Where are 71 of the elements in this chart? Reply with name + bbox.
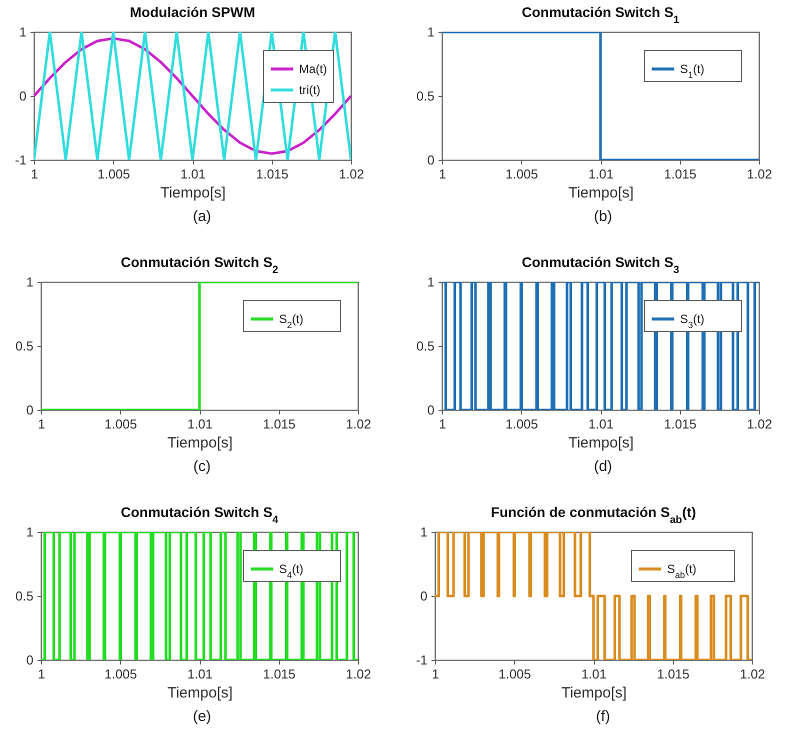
x-tick-label: 1.01 (180, 166, 206, 182)
x-tick-label: 1.005 (97, 166, 130, 182)
legend-label: S$_{1}$(t) (680, 62, 704, 80)
y-tick-label: 1 (26, 274, 34, 290)
x-tick-label: 1 (438, 416, 446, 432)
x-tick-label: 1.005 (505, 416, 538, 432)
x-axis-title: Tiempo[s] (561, 684, 627, 702)
text: (e) (192, 708, 212, 725)
x-tick-label: 1.01 (588, 416, 614, 432)
y-tick-label: -1 (416, 652, 428, 668)
x-tick-label: 1.01 (588, 166, 614, 182)
chart-title: Modulación SPWM (130, 4, 256, 20)
x-tick-label: 1.005 (498, 666, 532, 682)
chart-title: Conmutación Switch S$_{1}$ (522, 4, 680, 26)
chart-title: Conmutación Switch S$_{2}$ (120, 254, 278, 276)
x-tick-label: 1.02 (338, 166, 364, 182)
x-axis-title: Tiempo[s] (568, 434, 634, 452)
x-tick-label: 1.02 (346, 666, 372, 682)
text: (f) (594, 708, 612, 725)
y-tick-label: 0 (26, 402, 34, 418)
legend-label: S$_{ab}$(t) (667, 562, 696, 580)
y-tick-label: 1 (19, 24, 26, 40)
x-axis-title: Tiempo[s] (568, 184, 634, 202)
x-axis-title: Tiempo[s] (160, 184, 226, 202)
x-tick-label: 1 (438, 166, 446, 182)
legend-label: S$_{3}$(t) (680, 312, 704, 330)
chart-title: Función de conmutación S$_{ab}$(t) (490, 504, 696, 526)
text: (d) (592, 458, 614, 475)
x-tick-label: 1.015 (262, 416, 296, 432)
x-tick-label: 1.005 (104, 416, 138, 432)
text: (b) (592, 208, 614, 225)
y-tick-label: 0 (427, 152, 434, 168)
x-tick-label: 1.015 (656, 666, 690, 682)
text: (c) (192, 458, 212, 475)
x-tick-label: 1.015 (664, 416, 697, 432)
y-tick-label: 0.5 (416, 338, 434, 354)
x-tick-label: 1 (38, 416, 46, 432)
x-tick-label: 1.01 (187, 416, 213, 432)
x-tick-label: 1.005 (104, 666, 138, 682)
chart-title: Conmutación Switch S$_{4}$ (120, 504, 278, 526)
y-tick-label: -1 (14, 152, 26, 168)
x-tick-label: 1.02 (746, 416, 772, 432)
y-tick-label: 0 (26, 652, 34, 668)
y-tick-label: 0 (19, 88, 26, 104)
y-tick-label: 1 (420, 524, 428, 540)
y-tick-label: 0.5 (416, 88, 434, 104)
legend-label: Ma(t) (299, 62, 327, 76)
x-tick-label: 1.01 (581, 666, 607, 682)
text: (a) (192, 208, 212, 225)
x-axis-title: Tiempo[s] (167, 434, 233, 452)
legend-label: S$_{4}$(t) (279, 562, 304, 580)
x-tick-label: 1.01 (187, 666, 213, 682)
legend-label: S$_{2}$(t) (279, 312, 304, 330)
chart-title: Conmutación Switch S$_{3}$ (522, 254, 680, 276)
x-tick-label: 1 (38, 666, 46, 682)
x-tick-label: 1.005 (505, 166, 538, 182)
x-tick-label: 1.02 (740, 666, 766, 682)
y-tick-label: 0 (420, 588, 428, 604)
y-tick-label: 0 (427, 402, 434, 418)
y-tick-label: 1 (427, 274, 434, 290)
x-tick-label: 1.015 (664, 166, 697, 182)
x-tick-label: 1.02 (346, 416, 372, 432)
x-axis-title: Tiempo[s] (167, 684, 233, 702)
x-tick-label: 1.015 (262, 666, 296, 682)
y-tick-label: 0.5 (15, 588, 34, 604)
y-tick-label: 0.5 (15, 338, 34, 354)
x-tick-label: 1.02 (746, 166, 772, 182)
y-tick-label: 1 (26, 524, 34, 540)
legend-label: tri(t) (299, 83, 320, 97)
x-tick-label: 1.015 (256, 166, 289, 182)
y-tick-label: 1 (427, 24, 434, 40)
